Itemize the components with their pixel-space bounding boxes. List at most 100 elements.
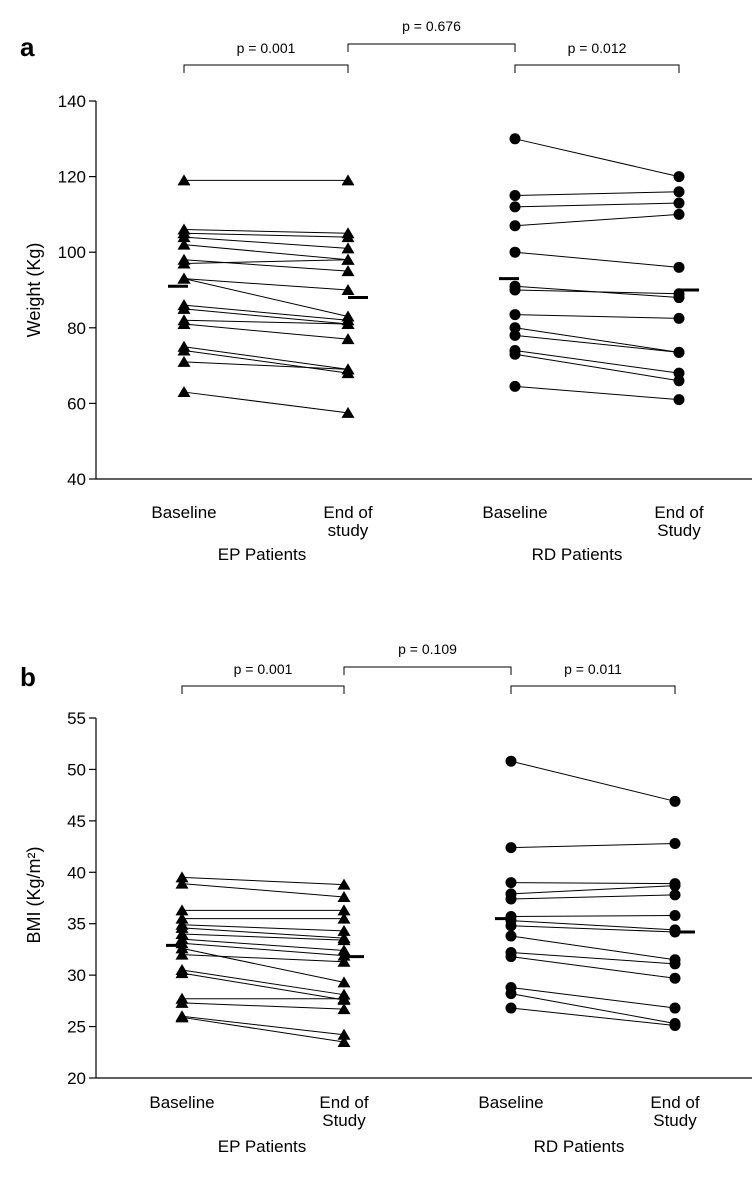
data-point-triangle: [341, 253, 355, 265]
y-tick-label: 40: [67, 863, 86, 882]
patient-line: [510, 952, 676, 965]
data-point-circle: [509, 246, 521, 258]
data-point-circle: [505, 930, 517, 942]
group-label: RD Patients: [534, 1137, 625, 1156]
data-point-circle: [509, 380, 521, 392]
data-point-triangle: [175, 996, 189, 1008]
significance-bracket: [514, 64, 680, 73]
p-value-label: p = 0.109: [398, 641, 457, 657]
data-point-triangle: [175, 948, 189, 960]
patient-line: [510, 956, 676, 979]
group-label: EP Patients: [218, 1137, 307, 1156]
patient-line: [181, 1002, 345, 1010]
patient-line: [181, 933, 345, 941]
data-point-triangle: [177, 386, 191, 398]
patient-line: [514, 202, 680, 208]
patient-line: [514, 334, 680, 353]
patient-line: [181, 924, 345, 932]
panel-label: a: [20, 32, 35, 62]
y-tick-label: 25: [67, 1018, 86, 1037]
x-category-label: Study: [653, 1111, 697, 1130]
x-category-label: Study: [657, 521, 701, 540]
data-point-circle: [673, 261, 685, 273]
significance-bracket: [181, 685, 345, 694]
patient-line: [181, 1015, 345, 1036]
data-point-circle: [669, 889, 681, 901]
x-category-label: End of: [319, 1093, 368, 1112]
patient-line: [514, 289, 680, 295]
y-tick-label: 120: [58, 168, 86, 187]
x-category-label: Baseline: [149, 1093, 214, 1112]
p-value-label: p = 0.001: [234, 661, 293, 677]
data-point-triangle: [175, 877, 189, 889]
patient-line: [510, 894, 676, 900]
data-point-triangle: [337, 992, 351, 1004]
y-tick-label: 35: [67, 915, 86, 934]
patient-line: [510, 925, 676, 933]
patient-line: [514, 314, 680, 319]
patient-line: [183, 361, 349, 370]
patient-line: [181, 938, 345, 951]
patient-line: [181, 1016, 345, 1043]
patient-line: [181, 876, 345, 886]
data-point-circle: [509, 309, 521, 321]
data-point-circle: [505, 988, 517, 1000]
data-point-triangle: [337, 934, 351, 946]
patient-line: [510, 935, 676, 961]
x-category-label: End of: [323, 503, 372, 522]
data-point-triangle: [175, 942, 189, 954]
data-point-circle: [673, 394, 685, 406]
data-point-circle: [669, 909, 681, 921]
patient-line: [510, 1007, 676, 1027]
panel-label: b: [20, 662, 36, 692]
patient-line: [510, 993, 676, 1024]
data-point-triangle: [337, 976, 351, 988]
patient-line: [514, 213, 680, 227]
significance-bracket: [510, 685, 676, 694]
data-point-circle: [673, 208, 685, 220]
data-point-circle: [509, 133, 521, 145]
p-value-label: p = 0.011: [564, 661, 622, 677]
data-point-circle: [669, 837, 681, 849]
patient-line: [183, 259, 349, 265]
data-point-circle: [673, 186, 685, 198]
significance-bracket: [183, 64, 349, 73]
y-tick-label: 30: [67, 966, 86, 985]
data-point-triangle: [337, 878, 351, 890]
data-point-circle: [669, 972, 681, 984]
data-point-triangle: [341, 174, 355, 186]
y-tick-label: 20: [67, 1069, 86, 1088]
significance-bracket: [347, 43, 516, 52]
patient-line: [183, 304, 349, 321]
patient-line: [181, 947, 345, 983]
data-point-circle: [669, 880, 681, 892]
patient-line: [183, 349, 349, 374]
patient-line: [514, 251, 680, 268]
patient-line: [514, 353, 680, 382]
patient-line: [510, 760, 676, 802]
y-tick-label: 140: [58, 92, 86, 111]
patient-line: [510, 920, 676, 931]
data-point-circle: [505, 1002, 517, 1014]
patient-line: [181, 927, 345, 939]
panel-a-weight: a 40 60 80 100 120 140 Weight (Kg) Baseline End o…: [20, 18, 752, 564]
patient-line: [181, 969, 345, 996]
data-point-circle: [669, 1020, 681, 1032]
x-category-label: Baseline: [478, 1093, 543, 1112]
patient-line: [510, 986, 676, 1009]
significance-bracket: [343, 666, 512, 675]
data-point-triangle: [175, 871, 189, 883]
data-point-triangle: [337, 924, 351, 936]
y-axis-title: Weight (Kg): [24, 243, 44, 338]
patient-line: [183, 236, 349, 249]
patient-line: [510, 882, 676, 885]
data-point-circle: [509, 329, 521, 341]
data-point-triangle: [177, 272, 191, 284]
data-point-triangle: [341, 242, 355, 254]
data-point-triangle: [175, 912, 189, 924]
patient-line: [183, 278, 349, 317]
patient-line: [510, 842, 676, 849]
y-tick-label: 55: [67, 709, 86, 728]
patient-line: [183, 232, 349, 238]
